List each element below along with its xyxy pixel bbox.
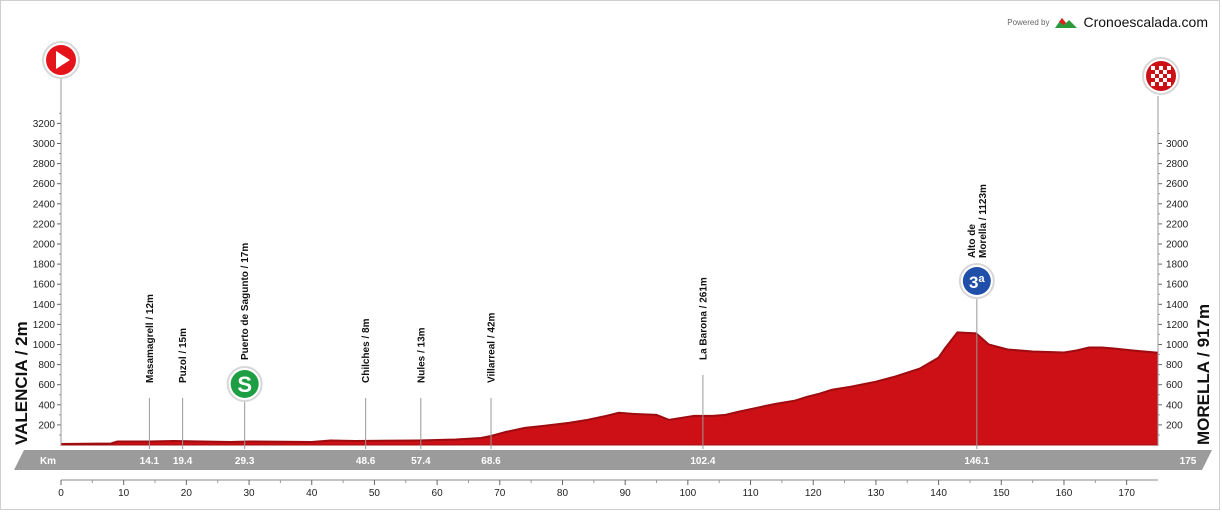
y-tick-label-left: 1200 bbox=[33, 320, 56, 331]
y-tick-label-right: 2200 bbox=[1166, 219, 1189, 230]
y-tick-label-right: 800 bbox=[1166, 360, 1183, 371]
elevation-profile-line bbox=[60, 331, 1159, 445]
sprint-marker-icon: S bbox=[226, 366, 263, 402]
y-tick-label-right: 2800 bbox=[1166, 159, 1189, 170]
finish-flag-icon bbox=[1142, 57, 1180, 95]
kom-category-text: 3ª bbox=[969, 273, 985, 292]
km-marker-label: 29.3 bbox=[235, 456, 255, 467]
y-tick-label-left: 1000 bbox=[33, 340, 56, 351]
waypoint-label: Masamagrell / 12m bbox=[145, 294, 156, 383]
x-tick-label: 170 bbox=[1118, 488, 1135, 499]
waypoint-label: Nules / 13m bbox=[416, 327, 427, 383]
x-tick-label: 120 bbox=[805, 488, 822, 499]
y-tick-label-right: 600 bbox=[1166, 380, 1183, 391]
mountain-logo-icon bbox=[1055, 16, 1078, 28]
waypoint-label: Morella / 1123m bbox=[978, 184, 989, 258]
km-marker-label: 14.1 bbox=[140, 456, 160, 467]
x-tick-label: 110 bbox=[743, 488, 759, 499]
finish-location-label: MORELLA / 917m bbox=[1194, 304, 1213, 445]
waypoint-label: La Barona / 261m bbox=[698, 277, 709, 360]
x-tick-label: 10 bbox=[118, 488, 130, 499]
x-tick-label: 60 bbox=[432, 488, 444, 499]
y-tick-label-right: 200 bbox=[1166, 420, 1183, 431]
y-tick-label-right: 2000 bbox=[1166, 240, 1189, 251]
x-tick-label: 80 bbox=[557, 488, 569, 499]
y-tick-label-left: 2800 bbox=[33, 159, 56, 170]
y-tick-label-right: 1800 bbox=[1166, 260, 1189, 271]
km-marker-label: 146.1 bbox=[964, 456, 989, 467]
y-tick-label-left: 2600 bbox=[33, 179, 56, 190]
x-tick-label: 150 bbox=[993, 488, 1010, 499]
branding[interactable]: Powered by Cronoescalada.com bbox=[1007, 14, 1208, 30]
waypoint-label: Puerto de Sagunto / 17m bbox=[240, 243, 251, 360]
y-tick-label-left: 400 bbox=[38, 400, 55, 411]
y-tick-label-left: 1400 bbox=[33, 300, 56, 311]
y-tick-label-right: 1400 bbox=[1166, 300, 1189, 311]
y-tick-label-left: 1800 bbox=[33, 260, 56, 271]
y-tick-label-right: 1600 bbox=[1166, 280, 1189, 291]
y-tick-label-left: 800 bbox=[38, 360, 55, 371]
waypoint-label: Villarreal / 42m bbox=[487, 312, 498, 383]
start-location-label: VALENCIA / 2m bbox=[12, 321, 31, 445]
km-marker-label: 57.4 bbox=[411, 456, 431, 467]
km-marker-label: 48.6 bbox=[356, 456, 376, 467]
y-tick-label-left: 2000 bbox=[33, 240, 56, 251]
y-tick-label-right: 2600 bbox=[1166, 179, 1189, 190]
x-tick-label: 30 bbox=[243, 488, 255, 499]
y-tick-label-left: 2200 bbox=[33, 219, 56, 230]
powered-by-text: Powered by bbox=[1007, 17, 1050, 27]
x-tick-label: 130 bbox=[868, 488, 885, 499]
site-name: Cronoescalada.com bbox=[1083, 14, 1208, 30]
y-tick-label-left: 600 bbox=[38, 380, 55, 391]
x-tick-label: 100 bbox=[680, 488, 697, 499]
km-marker-label: 68.6 bbox=[481, 456, 501, 467]
km-band bbox=[14, 450, 1212, 470]
sprint-marker-letter: S bbox=[237, 372, 252, 397]
x-tick-label: 160 bbox=[1056, 488, 1073, 499]
km-marker-label: 102.4 bbox=[690, 456, 715, 467]
y-tick-label-right: 2400 bbox=[1166, 199, 1189, 210]
y-tick-label-left: 1600 bbox=[33, 280, 56, 291]
x-tick-label: 0 bbox=[58, 488, 64, 499]
x-tick-label: 50 bbox=[369, 488, 381, 499]
waypoint-label: Puzol / 15m bbox=[178, 328, 189, 383]
elevation-profile-area bbox=[60, 331, 1159, 446]
x-tick-label: 140 bbox=[930, 488, 947, 499]
start-play-icon bbox=[42, 41, 80, 79]
waypoint-label: Chilches / 8m bbox=[361, 318, 372, 383]
waypoint-label: Alto de bbox=[967, 224, 978, 258]
y-tick-label-right: 1000 bbox=[1166, 340, 1189, 351]
km-marker-label: 19.4 bbox=[173, 456, 193, 467]
y-tick-label-left: 3000 bbox=[33, 139, 56, 150]
y-tick-label-right: 3000 bbox=[1166, 139, 1189, 150]
kom-category-icon: 3ª bbox=[958, 263, 995, 299]
km-band-label: Km bbox=[40, 456, 56, 467]
y-tick-label-right: 400 bbox=[1166, 400, 1183, 411]
y-tick-label-left: 200 bbox=[38, 420, 55, 431]
x-tick-label: 20 bbox=[181, 488, 193, 499]
y-tick-label-right: 1200 bbox=[1166, 320, 1189, 331]
km-finish-label: 175 bbox=[1180, 456, 1197, 467]
y-tick-label-left: 2400 bbox=[33, 199, 56, 210]
x-tick-label: 40 bbox=[306, 488, 318, 499]
x-tick-label: 70 bbox=[494, 488, 506, 499]
x-tick-label: 90 bbox=[620, 488, 632, 499]
y-tick-label-left: 3200 bbox=[33, 119, 56, 130]
